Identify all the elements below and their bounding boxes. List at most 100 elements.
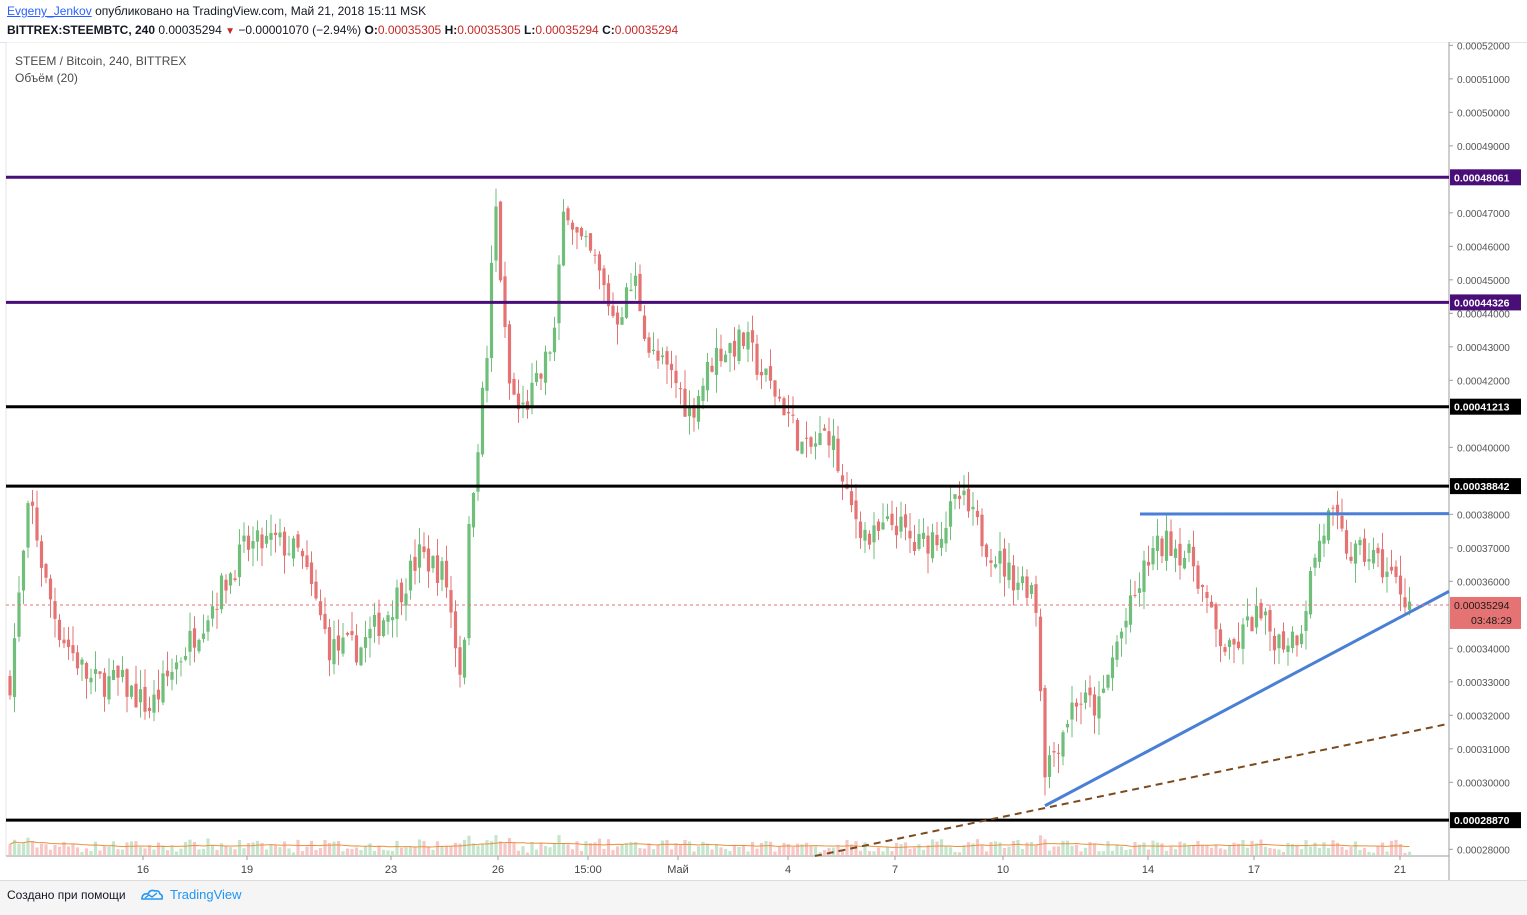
candle-body [1156,536,1159,551]
volume-bar [427,846,430,856]
candle-body [310,562,313,584]
volume-bar [1142,843,1145,856]
candle-body [89,678,92,683]
candle-body [1295,636,1298,646]
candle-body [796,420,799,451]
candle-body [818,433,821,445]
candle-body [719,349,722,361]
x-tick-label: 26 [492,864,504,876]
candle-body [976,511,979,517]
price-chart[interactable]: 0.000520000.000510000.000500000.00049000… [0,42,1527,880]
volume-bar [233,849,236,856]
candle-body [499,202,502,281]
candle-body [395,588,398,619]
x-tick-label: 15:00 [574,864,602,876]
candle-body [184,656,187,660]
volume-bar [1210,848,1213,856]
candle-body [953,494,956,499]
candle-body [904,514,907,527]
candle-body [422,547,425,552]
volume-bar [283,842,286,856]
volume-bar [139,847,142,856]
volume-bar [1093,843,1096,856]
volume-bar [310,841,313,856]
candle-body [458,647,461,675]
volume-bar [1385,852,1388,856]
candle-body [1187,544,1190,553]
volume-bar [899,844,902,856]
candle-body [1264,611,1267,615]
candle-body [872,525,875,542]
volume-bar [1381,843,1384,856]
candle-body [769,366,772,381]
candle-body [674,371,677,383]
volume-bar [40,844,43,856]
volume-bar [1390,841,1393,856]
volume-bar [85,848,88,856]
volume-bar [841,851,844,856]
volume-bar [1012,841,1015,856]
volume-bar [755,849,758,856]
candle-body [229,573,232,585]
candle-body [98,671,101,674]
volume-bar [121,850,124,856]
volume-bar [526,853,529,856]
level-label: 0.00038842 [1454,481,1510,493]
candle-body [269,533,272,540]
volume-bar [994,841,997,856]
volume-bar [890,851,893,856]
volume-bar [521,846,524,856]
candle-body [584,236,587,237]
volume-bar [1232,843,1235,856]
volume-bar [737,847,740,856]
candle-body [287,554,290,555]
low-value: 0.00035294 [535,23,598,37]
volume-bar [386,850,389,856]
candle-body [116,666,119,678]
candle-body [917,534,920,549]
open-label: O: [364,23,377,37]
candle-body [274,533,277,535]
volume-bar [584,841,587,856]
candle-body [1223,647,1226,652]
volume-bar [80,852,83,856]
volume-bar [958,852,961,856]
volume-bar [701,842,704,856]
candle-body [1093,694,1096,715]
candle-body [355,635,358,662]
volume-bar [1358,850,1361,856]
volume-bar [337,841,340,856]
candle-body [1120,632,1123,639]
candle-body [530,383,533,408]
volume-bar [404,847,407,856]
volume-bar [242,848,245,856]
candle-body [337,635,340,650]
tradingview-link[interactable]: TradingView [140,887,242,902]
candle-body [58,620,61,640]
candle-body [278,533,281,538]
volume-bar [269,845,272,856]
volume-bar [107,847,110,856]
candle-body [314,582,317,599]
candle-body [449,590,452,612]
volume-bar [931,839,934,856]
candle-body [836,439,839,471]
volume-bar [913,848,916,856]
volume-bar [44,844,47,856]
candle-body [1129,595,1132,624]
volume-bar [967,842,970,856]
volume-bar [638,848,641,856]
author-link[interactable]: Evgeny_Jenkov [7,4,92,18]
volume-bar [1061,841,1064,856]
volume-bar [1376,846,1379,856]
volume-bar [1237,844,1240,856]
candle-body [1025,576,1028,597]
candle-body [1111,657,1114,678]
candle-body [1228,640,1231,647]
candle-body [1340,516,1343,529]
x-tick-label: 19 [241,864,253,876]
volume-bar [382,850,385,856]
candle-body [832,436,835,450]
volume-bar [463,840,466,856]
